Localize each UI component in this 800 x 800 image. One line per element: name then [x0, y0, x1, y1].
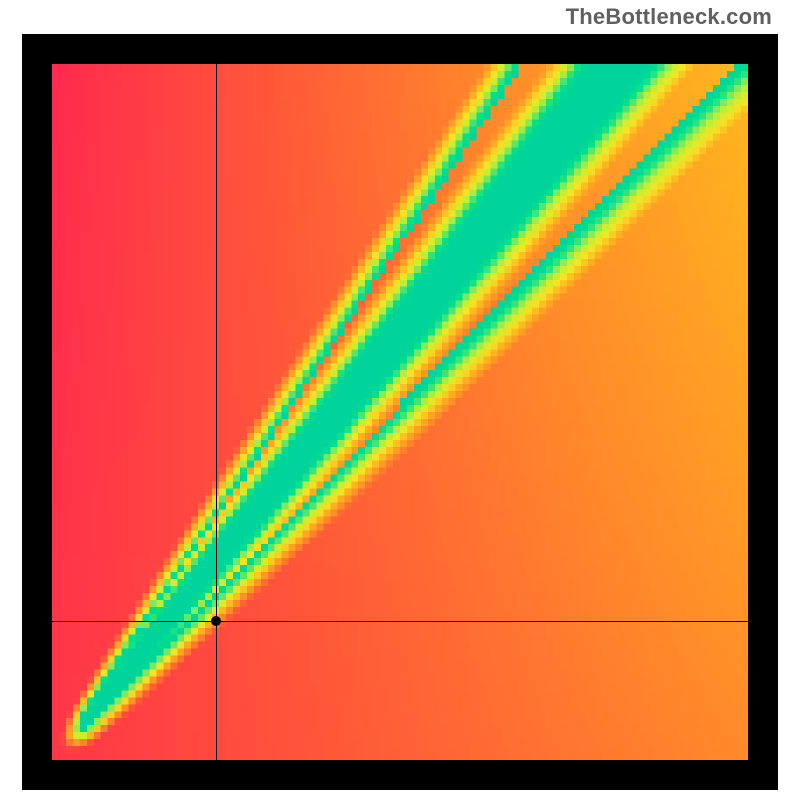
crosshair-marker-dot: [211, 616, 221, 626]
crosshair-vertical: [216, 64, 217, 760]
root-container: TheBottleneck.com: [0, 0, 800, 800]
bottleneck-heatmap: [52, 64, 748, 760]
crosshair-horizontal: [52, 621, 748, 622]
watermark-text: TheBottleneck.com: [566, 4, 772, 30]
